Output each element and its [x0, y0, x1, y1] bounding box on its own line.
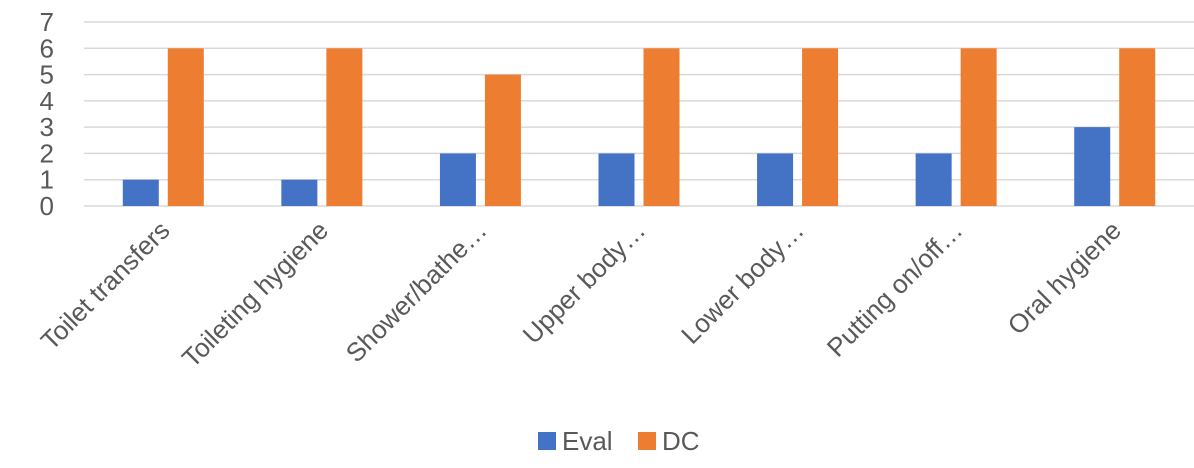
y-tick-label: 2: [40, 138, 54, 168]
bar-dc-1: [326, 48, 363, 207]
x-category-label: Oral hygiene: [1002, 215, 1127, 340]
bar-eval-5: [915, 153, 952, 206]
bar-eval-3: [598, 153, 635, 206]
bar-dc-5: [960, 48, 997, 207]
legend-swatch-dc: [638, 432, 656, 450]
x-category-label: Toileting hygiene: [176, 215, 334, 373]
bars: [122, 48, 1156, 207]
bar-eval-1: [281, 179, 318, 206]
bar-dc-2: [484, 74, 521, 206]
legend: Eval DC: [538, 426, 700, 456]
bar-eval-0: [122, 179, 159, 206]
bar-dc-0: [167, 48, 204, 207]
y-tick-label: 7: [40, 7, 54, 37]
x-category-label: Upper body…: [517, 215, 652, 350]
legend-swatch-eval: [538, 432, 556, 450]
legend-label-dc: DC: [662, 426, 700, 456]
x-category-label: Toilet transfers: [35, 215, 176, 356]
y-tick-label: 5: [40, 60, 54, 90]
bar-dc-6: [1119, 48, 1156, 207]
gridlines: [84, 21, 1194, 207]
y-tick-label: 3: [40, 112, 54, 142]
bar-eval-2: [439, 153, 476, 206]
bar-eval-6: [1074, 127, 1111, 206]
legend-label-eval: Eval: [562, 426, 613, 456]
y-tick-label: 1: [40, 165, 54, 195]
y-tick-label: 4: [40, 86, 54, 116]
bar-dc-4: [802, 48, 839, 207]
y-tick-label: 6: [40, 33, 54, 63]
x-category-label: Shower/bathe…: [340, 215, 493, 368]
bar-dc-3: [643, 48, 680, 207]
x-category-label: Lower body…: [675, 215, 810, 350]
x-axis-category-labels: Toilet transfers Toileting hygiene Shower/…: [35, 215, 1127, 373]
bar-eval-4: [757, 153, 794, 206]
x-category-label: Putting on/off…: [821, 215, 969, 363]
y-tick-label: 0: [40, 191, 54, 221]
